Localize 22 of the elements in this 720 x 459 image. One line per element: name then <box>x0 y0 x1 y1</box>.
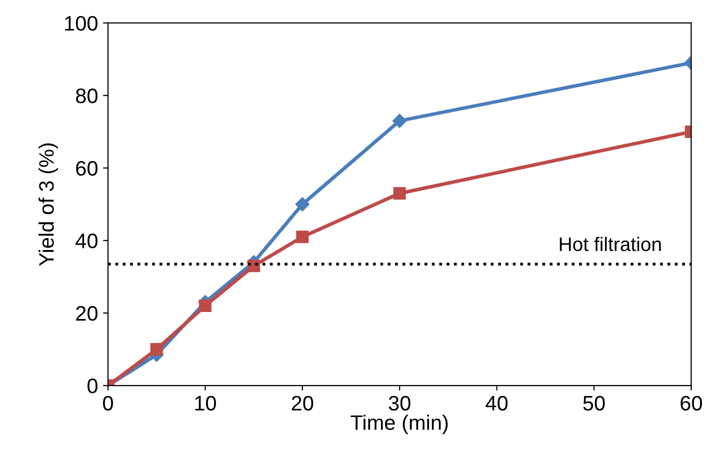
x-tick-label: 30 <box>388 396 410 411</box>
y-tick-label: 20 <box>76 306 98 321</box>
x-axis-title: Time (min) <box>350 414 448 434</box>
y-tick-label: 40 <box>76 234 98 248</box>
x-tick-label: 60 <box>680 396 702 411</box>
point <box>393 187 406 200</box>
y-axis-title: Yield of 3 (%) <box>38 143 58 266</box>
x-tick-label: 10 <box>195 396 216 411</box>
point <box>296 230 309 244</box>
x-tick-label: 50 <box>583 396 605 411</box>
y-tick-label: 100 <box>65 16 98 31</box>
y-tick-label: 60 <box>76 160 98 176</box>
y-tick-label: 80 <box>76 88 98 104</box>
y-tick-label: 0 <box>88 378 98 394</box>
point <box>198 300 212 312</box>
x-tick-label: 20 <box>292 396 314 411</box>
point <box>295 197 310 212</box>
point <box>392 114 407 128</box>
x-tick-label: 0 <box>103 396 113 411</box>
x-tick-label: 40 <box>486 396 508 411</box>
ref-line-label: Hot filtration <box>560 236 661 252</box>
point <box>150 343 163 356</box>
